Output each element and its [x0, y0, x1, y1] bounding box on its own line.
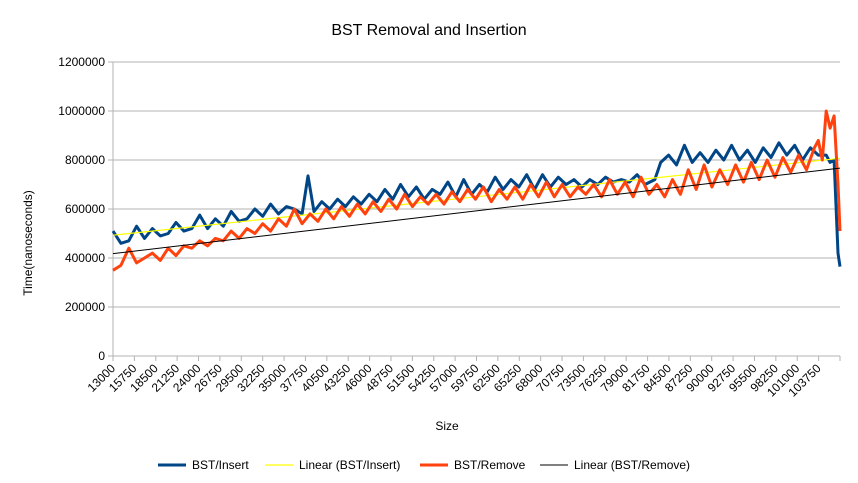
- y-tick-label-4: 800000: [65, 153, 105, 167]
- y-tick-label-5: 1000000: [58, 104, 105, 118]
- gridlines: [113, 61, 840, 357]
- y-tick-label-1: 200000: [65, 300, 105, 314]
- chart-title: BST Removal and Insertion: [331, 22, 526, 39]
- x-axis-title: Size: [435, 419, 459, 433]
- legend-label-bst-remove: BST/Remove: [454, 458, 526, 472]
- legend-label-bst-insert: BST/Insert: [192, 458, 249, 472]
- series-line-bst-remove: [112, 109, 842, 272]
- y-tick-label-6: 1200000: [58, 55, 105, 69]
- y-axis-title: Time(nanoseconds): [21, 190, 35, 296]
- series-line-bst-insert: [111, 141, 842, 267]
- x-axis-ticks: 1300015750185002125024000267502950032250…: [85, 356, 841, 399]
- plot-area: [111, 109, 842, 272]
- y-axis-ticks: 0 200000 400000 600000 800000 1000000 1200000: [58, 55, 113, 363]
- y-tick-label-2: 400000: [65, 251, 105, 265]
- legend-label-linear-bst-insert: Linear (BST/Insert): [299, 458, 400, 472]
- legend-label-linear-bst-remove: Linear (BST/Remove): [574, 458, 690, 472]
- y-tick-label-3: 600000: [65, 202, 105, 216]
- legend: BST/Insert Linear (BST/Insert) BST/Remove L…: [158, 458, 690, 472]
- trendline-bst-remove: [112, 167, 841, 255]
- y-tick-label-0: 0: [98, 349, 105, 363]
